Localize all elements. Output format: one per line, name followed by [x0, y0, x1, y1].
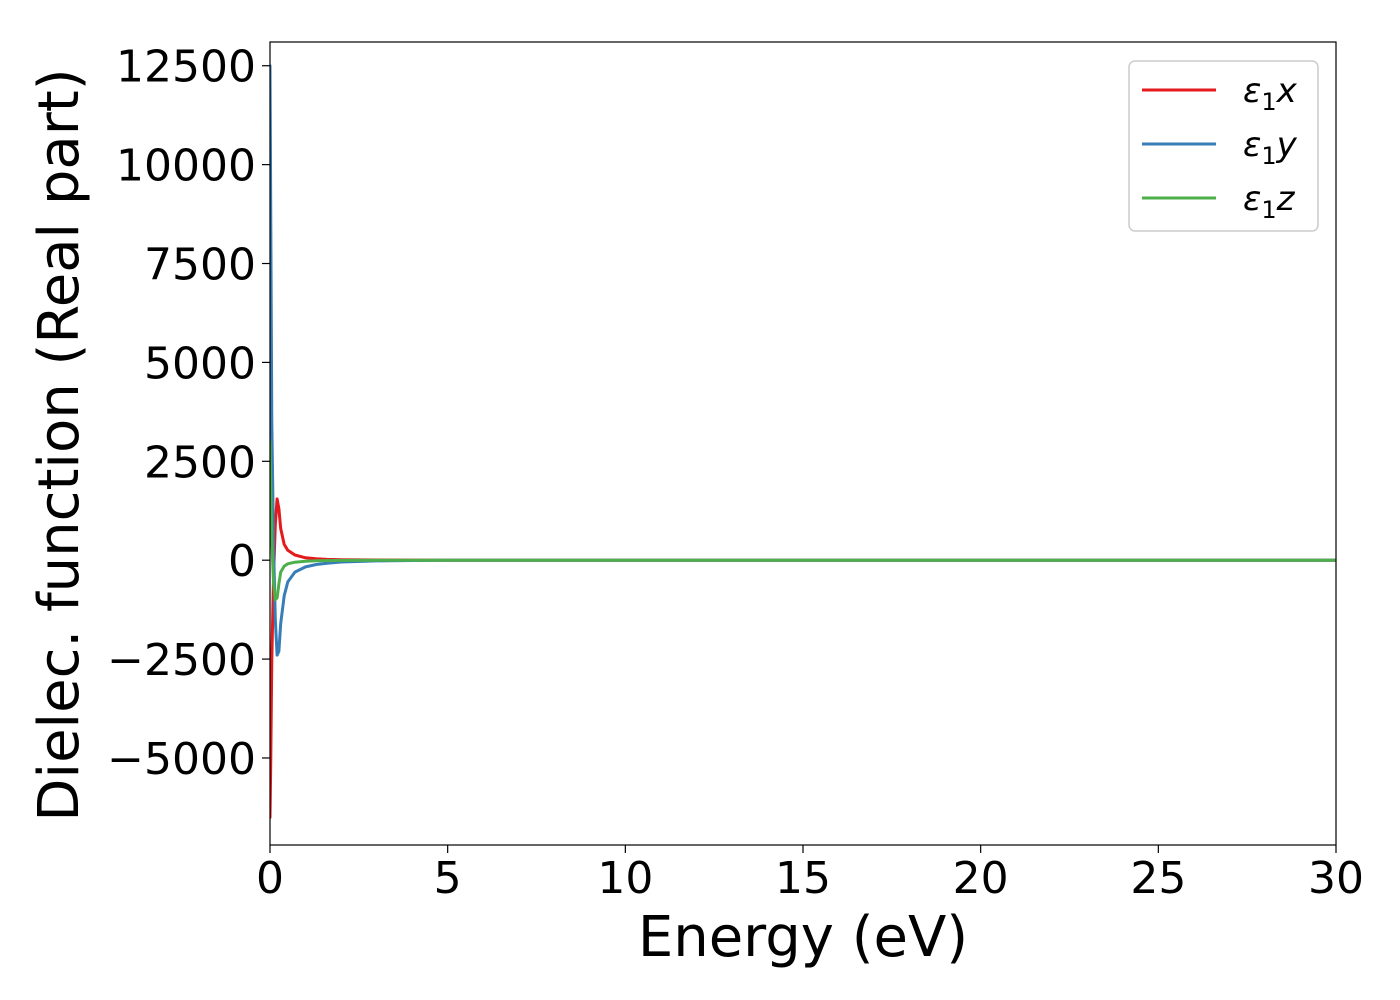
x-tick-label: 5: [434, 853, 462, 904]
legend-label-x: ε1x: [1243, 71, 1298, 116]
x-tick-label: 15: [775, 853, 831, 904]
legend: ε1x ε1y ε1z: [1128, 60, 1319, 232]
y-axis-ticks: −5000 −2500 0 2500 5000 7500 10000 12500: [107, 42, 270, 785]
legend-label-z: ε1z: [1243, 179, 1296, 224]
x-tick-label: 10: [597, 853, 653, 904]
y-tick-label: −5000: [107, 734, 256, 785]
series-line-z: [270, 440, 1336, 602]
legend-label-y: ε1y: [1243, 125, 1298, 170]
series-layer: [270, 64, 1336, 819]
y-tick-label: 7500: [144, 240, 256, 291]
x-tick-label: 30: [1308, 853, 1364, 904]
y-tick-label: 10000: [116, 141, 256, 192]
y-tick-label: −2500: [107, 635, 256, 686]
x-tick-label: 0: [256, 853, 284, 904]
x-tick-label: 20: [953, 853, 1009, 904]
y-axis-label: Dielec. function (Real part): [27, 68, 92, 821]
x-axis-ticks: 0 5 10 15 20 25 30: [256, 845, 1364, 904]
y-tick-label: 2500: [144, 437, 256, 488]
y-tick-label: 12500: [116, 42, 256, 93]
legend-box: [1128, 60, 1319, 232]
y-tick-label: 5000: [144, 338, 256, 389]
series-line-x: [270, 497, 1336, 819]
x-axis-label: Energy (eV): [638, 905, 968, 970]
y-tick-label: 0: [228, 536, 256, 587]
x-tick-label: 25: [1130, 853, 1186, 904]
